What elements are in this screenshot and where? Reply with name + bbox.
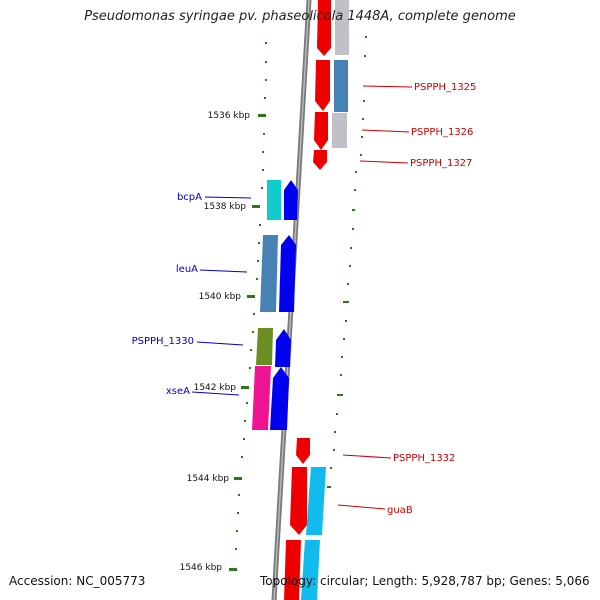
gene-fwd-4 <box>313 150 327 170</box>
gene-fwd-7 <box>284 540 301 600</box>
right-gene-blocks <box>301 0 349 600</box>
gene-rev-1 <box>284 180 298 220</box>
scale-label-1540: 1540 kbp <box>199 292 242 302</box>
gene-rev-3 <box>275 329 291 367</box>
gene-label-guab[interactable]: guaB <box>387 505 413 516</box>
gene-fwd-3 <box>314 112 328 150</box>
scale-label-1538: 1538 kbp <box>204 202 247 212</box>
scale-ticks <box>229 114 266 571</box>
gene-label-pspph-1325[interactable]: PSPPH_1325 <box>414 82 476 93</box>
scale-label-1542: 1542 kbp <box>194 383 237 393</box>
gene-block-guab <box>306 467 326 535</box>
accession-text: Accession: NC_005773 <box>9 574 146 588</box>
scale-label-1546: 1546 kbp <box>180 563 223 573</box>
scale-label-1544: 1544 kbp <box>187 474 230 484</box>
forward-strand-genes <box>284 0 331 600</box>
gene-label-pspph-1332[interactable]: PSPPH_1332 <box>393 453 455 464</box>
gene-label-pspph-1330[interactable]: PSPPH_1330 <box>132 336 194 347</box>
gene-block-pspph-1326 <box>332 113 347 148</box>
gene-rev-2 <box>279 235 296 312</box>
gene-label-pspph-1327[interactable]: PSPPH_1327 <box>410 158 472 169</box>
gene-block-bcpa <box>267 180 281 220</box>
left-gene-blocks <box>252 180 281 430</box>
gene-block-xsea <box>252 366 271 430</box>
scale-label-1536: 1536 kbp <box>208 111 251 121</box>
gene-fwd-6 <box>290 467 307 535</box>
inner-dotted-track <box>235 42 267 550</box>
scale-labels: 1536 kbp 1538 kbp 1540 kbp 1542 kbp 1544… <box>180 111 251 573</box>
gene-block-pspph-1330 <box>256 328 273 365</box>
gene-block-pspph-1325 <box>334 60 348 112</box>
gene-block-guab-2 <box>301 540 320 600</box>
gene-label-bcpa[interactable]: bcpA <box>177 192 202 203</box>
left-gene-labels: bcpA leuA PSPPH_1330 xseA <box>132 192 252 397</box>
right-gene-labels: PSPPH_1325 PSPPH_1326 PSPPH_1327 PSPPH_1… <box>337 82 476 516</box>
genome-title: Pseudomonas syringae pv. phaseolicola 14… <box>84 9 516 24</box>
reverse-strand-genes <box>270 180 298 430</box>
gene-fwd-5 <box>296 438 310 464</box>
gene-label-pspph-1326[interactable]: PSPPH_1326 <box>411 127 473 138</box>
topology-text: Topology: circular; Length: 5,928,787 bp… <box>260 574 590 588</box>
gene-label-leua[interactable]: leuA <box>176 264 198 275</box>
gene-fwd-1 <box>317 0 331 56</box>
gene-label-xsea[interactable]: xseA <box>166 386 190 397</box>
gene-block-gray-top <box>335 0 349 55</box>
gene-fwd-2 <box>315 60 330 111</box>
outer-dotted-track <box>327 36 367 488</box>
gene-rev-4 <box>270 367 289 430</box>
gene-block-leua <box>260 235 278 312</box>
